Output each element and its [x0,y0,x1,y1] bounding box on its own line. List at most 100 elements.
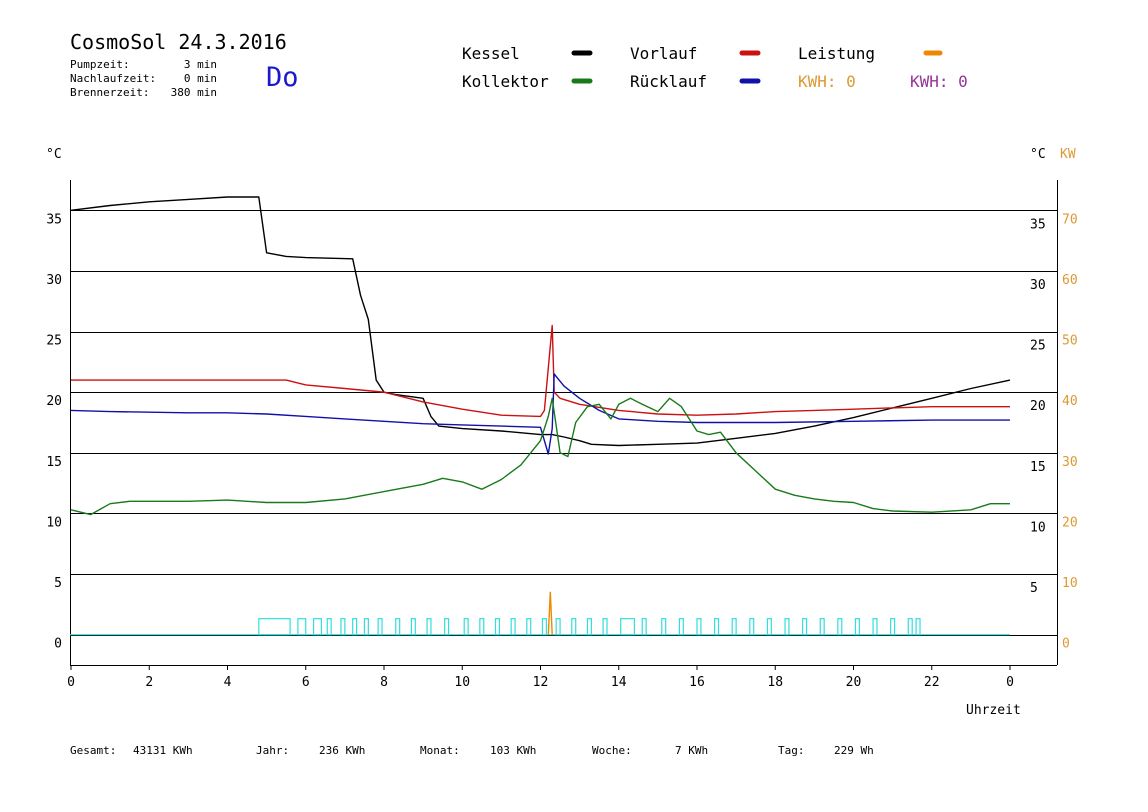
footer-woche-value: 7 KWh [675,744,709,757]
pump-pulse-33 [819,618,825,636]
tick-labels: 0510152025303551015202530350102030405060… [46,212,1077,690]
footer-gesamt-value: 43131 KWh [133,744,193,757]
footer-monat-label: Monat: [420,744,460,757]
series-kessel-line [70,196,1011,447]
y-axis-label-left: °C [46,147,62,162]
pump-pulse-10 [426,618,432,636]
info-nachlaufzeit-value: 0 min [183,72,217,85]
x-tick-label-4: 8 [380,675,388,690]
pump-pulse-9 [410,618,416,636]
weekday-label: Do [266,62,299,93]
series-ruecklauf-line [70,373,1010,455]
pump-pulse-30 [766,618,772,636]
pump-pulse-7 [377,618,383,636]
legend-kwh-purple: KWH: 0 [910,72,968,91]
y-tick-power-4: 40 [1062,394,1078,409]
y-tick-left-7: 35 [46,212,62,227]
pump-pulse-24 [661,618,667,636]
footer-gesamt-label: Gesamt: [70,744,117,757]
pump-pulse-6 [363,618,369,636]
legend-swatches [571,50,943,84]
series-leistung-line [547,591,553,635]
y-tick-right-3: 20 [1030,399,1046,414]
pump-pulse-29 [749,618,755,636]
y-tick-left-0: 0 [54,637,62,652]
pump-pulse-26 [696,618,702,636]
axes [70,180,1058,666]
pump-pulse-5 [352,618,358,636]
pump-pulse-34 [837,618,843,636]
y-tick-left-4: 20 [46,394,62,409]
x-tick-label-7: 14 [611,675,627,690]
series-lines [70,196,1011,635]
footer-jahr-value: 236 KWh [319,744,366,757]
legend-ruecklauf: Rücklauf [630,72,708,91]
y-tick-right-2: 15 [1030,460,1046,475]
pump-pulse-31 [784,618,790,636]
x-tick-label-3: 6 [302,675,310,690]
x-tick-label-8: 16 [689,675,705,690]
y-tick-power-6: 60 [1062,273,1078,288]
pump-pulse-19 [571,618,577,636]
pump-pulse-2 [312,618,323,636]
x-tick-label-2: 4 [224,675,232,690]
pump-pulse-4 [340,618,346,636]
page-title: CosmoSol 24.3.2016 [70,30,287,54]
y-tick-left-3: 15 [46,455,62,470]
x-tick-label-0: 0 [67,675,75,690]
pump-pulse-27 [714,618,720,636]
x-axis-label: Uhrzeit [966,703,1021,718]
y-tick-power-3: 30 [1062,455,1078,470]
pump-pulse-12 [463,618,469,636]
y-tick-power-5: 50 [1062,334,1078,349]
legend-leistung: Leistung [798,44,876,63]
info-brennerzeit-label: Brennerzeit: [70,86,150,99]
y-tick-left-5: 25 [46,334,62,349]
x-tick-label-12: 0 [1006,675,1014,690]
pump-pulse-8 [395,618,401,636]
grid-lines [70,210,1057,636]
x-tick-label-6: 12 [533,675,549,690]
y-tick-right-6: 35 [1030,217,1046,232]
pump-pulses [70,618,1010,636]
pump-pulse-20 [586,618,592,636]
y-tick-right-0: 5 [1030,581,1038,596]
y-tick-right-5: 30 [1030,278,1046,293]
y-axis-label-power: KW [1060,147,1076,162]
y-tick-right-1: 10 [1030,520,1046,535]
pump-pulse-35 [854,618,860,636]
info-pumpzeit-value: 3 min [183,58,217,71]
x-tick-label-9: 18 [767,675,783,690]
legend-kwh-orange: KWH: 0 [798,72,856,91]
x-tick-label-5: 10 [454,675,470,690]
pump-pulse-39 [915,618,921,636]
pump-pulse-13 [479,618,485,636]
legend-vorlauf: Vorlauf [630,44,698,63]
pump-pulse-23 [641,618,647,636]
footer-jahr-label: Jahr: [256,744,290,757]
y-tick-power-0: 0 [1062,637,1070,652]
info-brennerzeit-value: 380 min [170,86,217,99]
pump-pulse-17 [541,618,547,636]
temperature-chart: °C °C KW Uhrzeit 05101520253035510152025… [46,147,1078,718]
pump-pulse-21 [602,618,608,636]
pump-pulse-25 [678,618,684,636]
x-tick-label-1: 2 [145,675,153,690]
pump-pulse-36 [872,618,878,636]
pump-pulse-15 [510,618,516,636]
x-tick-label-11: 22 [924,675,940,690]
y-tick-power-2: 20 [1062,515,1078,530]
y-tick-left-2: 10 [46,515,62,530]
y-tick-power-1: 10 [1062,576,1078,591]
pump-pulse-0 [258,618,291,636]
footer-tag-value: 229 Wh [834,744,874,757]
series-kollektor-line [70,397,1010,516]
footer-woche-label: Woche: [592,744,632,757]
x-tick-label-10: 20 [846,675,862,690]
y-tick-power-7: 70 [1062,212,1078,227]
footer-tag-label: Tag: [778,744,805,757]
legend-kollektor: Kollektor [462,72,549,91]
pump-pulse-28 [731,618,737,636]
y-tick-left-6: 30 [46,273,62,288]
y-tick-left-1: 5 [54,576,62,591]
